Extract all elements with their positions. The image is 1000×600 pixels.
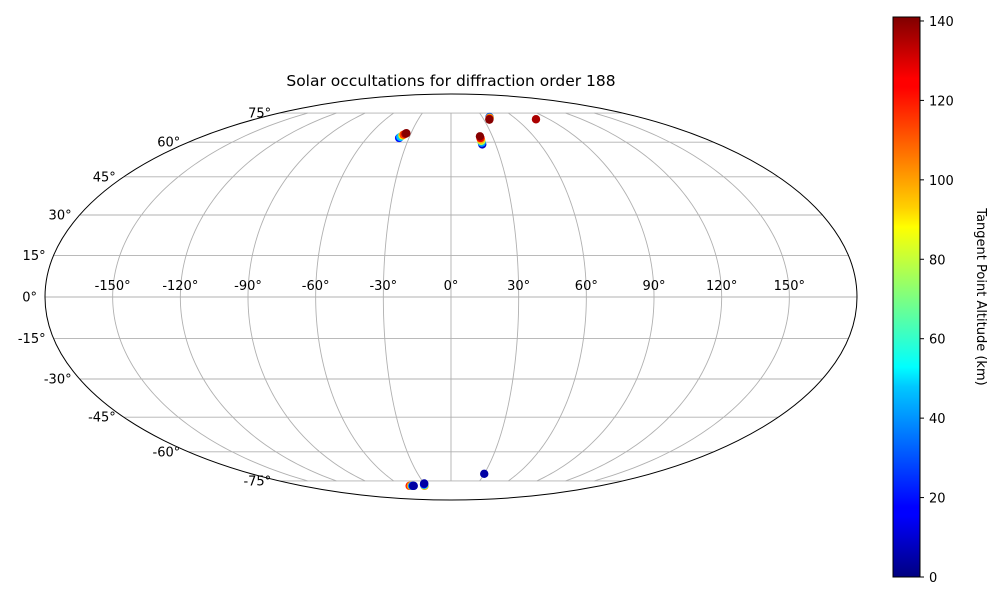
- occultation-point: [475, 132, 485, 141]
- occultation-point: [485, 115, 494, 124]
- longitude-gridline: [565, 112, 723, 482]
- longitude-tick-label: -60°: [302, 279, 330, 294]
- longitude-gridline: [247, 112, 366, 482]
- longitude-tick-label: -120°: [162, 279, 198, 294]
- latitude-tick-labels: -75° -60° -45° -30° -15° 0° 15° 30° 45° 60° 75°: [18, 107, 271, 490]
- longitude-tick-label: -90°: [234, 279, 262, 294]
- occultation-points: [394, 112, 541, 491]
- longitude-gridline: [594, 112, 790, 482]
- chart-title: Solar occultations for diffraction order…: [286, 72, 615, 90]
- latitude-tick-label: -45°: [88, 411, 116, 426]
- colorbar-tick-label: 100: [929, 174, 954, 189]
- longitude-tick-label: -30°: [369, 279, 397, 294]
- longitude-tick-label: -150°: [95, 279, 131, 294]
- longitude-tick-labels: -150° -120° -90° -60° -30° 0° 30° 60° 90° 120° 150…: [95, 279, 805, 294]
- latitude-tick-label: -60°: [153, 445, 181, 460]
- colorbar-tick-label: 40: [929, 412, 946, 427]
- colorbar-tick-label: 60: [929, 333, 946, 348]
- colorbar: [892, 16, 921, 578]
- occultation-point: [480, 469, 489, 479]
- longitude-tick-label: 120°: [706, 279, 737, 294]
- colorbar-tick-label: 0: [929, 571, 937, 586]
- longitude-gridline: [479, 112, 520, 482]
- occultation-point: [420, 479, 429, 488]
- colorbar-tick-label: 80: [929, 253, 946, 268]
- longitude-tick-label: 30°: [507, 279, 530, 294]
- latitude-tick-label: -30°: [44, 373, 72, 388]
- colorbar-tick-label: 140: [929, 15, 954, 30]
- colorbar-ticks: 0 20 40 60 80 100 120 140: [920, 15, 954, 586]
- latitude-tick-label: 0°: [22, 291, 37, 306]
- longitude-gridline: [508, 112, 587, 482]
- colorbar-tick-label: 20: [929, 492, 946, 507]
- latitude-tick-label: 60°: [157, 136, 180, 151]
- latitude-tick-label: -75°: [243, 474, 271, 489]
- longitude-gridline: [112, 112, 308, 482]
- longitude-tick-label: 60°: [575, 279, 598, 294]
- longitude-gridline: [382, 112, 423, 482]
- latitude-tick-label: 30°: [49, 208, 72, 223]
- occultation-point: [409, 481, 418, 491]
- graticule: [45, 112, 857, 482]
- longitude-tick-label: 150°: [774, 279, 805, 294]
- longitude-gridline: [536, 112, 655, 482]
- longitude-tick-label: 0°: [444, 279, 459, 294]
- longitude-gridline: [315, 112, 394, 482]
- colorbar-label: Tangent Point Altitude (km): [973, 207, 988, 385]
- occultation-point: [402, 129, 411, 138]
- latitude-tick-label: 75°: [248, 107, 271, 122]
- occultation-point: [531, 115, 541, 124]
- latitude-tick-label: 15°: [23, 249, 46, 264]
- colorbar-tick-label: 120: [929, 94, 954, 109]
- latitude-tick-label: 45°: [93, 170, 116, 185]
- longitude-tick-label: 90°: [642, 279, 665, 294]
- globe-outline: [44, 93, 858, 501]
- latitude-tick-label: -15°: [18, 332, 46, 347]
- longitude-gridline: [179, 112, 337, 482]
